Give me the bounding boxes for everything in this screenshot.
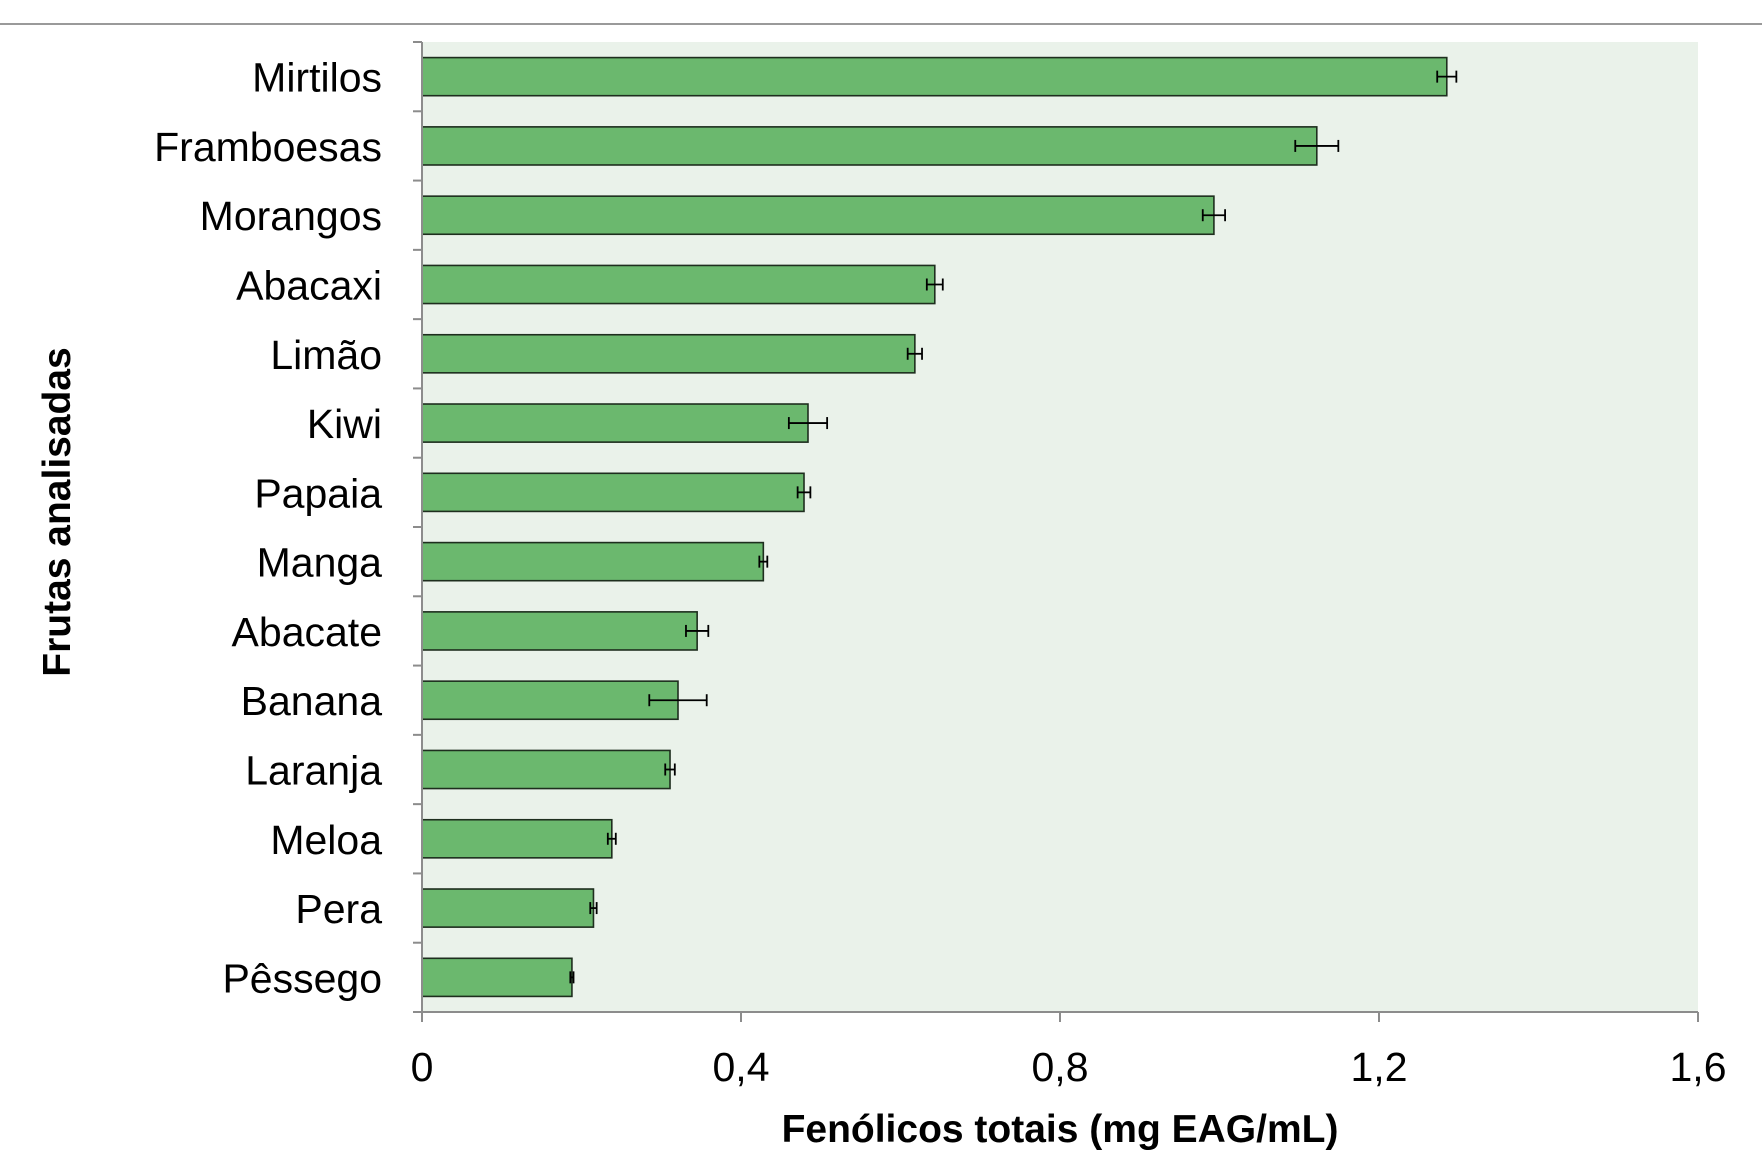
bar [422, 750, 670, 788]
bar [422, 196, 1214, 234]
bar [422, 473, 804, 511]
y-tick-label: Banana [241, 678, 383, 724]
bar [422, 681, 678, 719]
y-tick-label: Manga [257, 540, 383, 586]
y-tick-label: Pêssego [222, 955, 382, 1001]
bar [422, 58, 1447, 96]
bar [422, 543, 763, 581]
x-tick-label: 1,2 [1351, 1044, 1408, 1090]
bar [422, 265, 935, 303]
x-tick-label: 0,8 [1032, 1044, 1089, 1090]
y-axis-title: Frutas analisadas [36, 347, 79, 676]
y-tick-label: Limão [270, 332, 382, 378]
y-tick-label: Papaia [254, 470, 382, 516]
bar [422, 335, 915, 373]
bar [422, 958, 572, 996]
bar [422, 820, 612, 858]
x-axis-title: Fenólicos totais (mg EAG/mL) [782, 1108, 1339, 1151]
y-tick-label: Abacaxi [236, 263, 382, 309]
y-tick-label: Framboesas [154, 124, 382, 170]
y-tick-label: Pera [295, 886, 382, 932]
y-tick-label: Laranja [245, 748, 382, 794]
x-tick-label: 0 [411, 1044, 434, 1090]
bar [422, 889, 593, 927]
x-tick-label: 0,4 [713, 1044, 770, 1090]
bar [422, 127, 1317, 165]
y-tick-label: Mirtilos [252, 55, 382, 101]
plot-area [422, 42, 1698, 1012]
y-tick-label: Morangos [200, 193, 382, 239]
x-tick-label: 1,6 [1670, 1044, 1727, 1090]
y-tick-label: Kiwi [307, 401, 382, 447]
y-tick-label: Abacate [232, 609, 382, 655]
bar [422, 404, 808, 442]
bar [422, 612, 697, 650]
y-tick-label: Meloa [270, 817, 382, 863]
